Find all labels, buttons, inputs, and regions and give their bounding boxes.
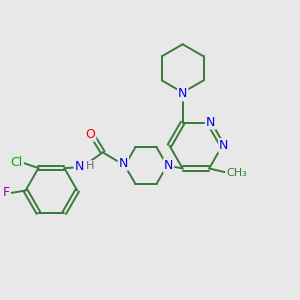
Text: N: N: [75, 160, 84, 172]
Text: N: N: [206, 116, 215, 129]
Text: F: F: [3, 186, 10, 200]
Text: N: N: [119, 157, 128, 170]
Text: N: N: [178, 87, 188, 101]
Text: N: N: [219, 139, 229, 152]
Text: H: H: [85, 161, 94, 171]
Text: CH₃: CH₃: [226, 169, 247, 178]
Text: Cl: Cl: [11, 156, 23, 169]
Text: O: O: [85, 128, 95, 141]
Text: N: N: [164, 159, 173, 172]
